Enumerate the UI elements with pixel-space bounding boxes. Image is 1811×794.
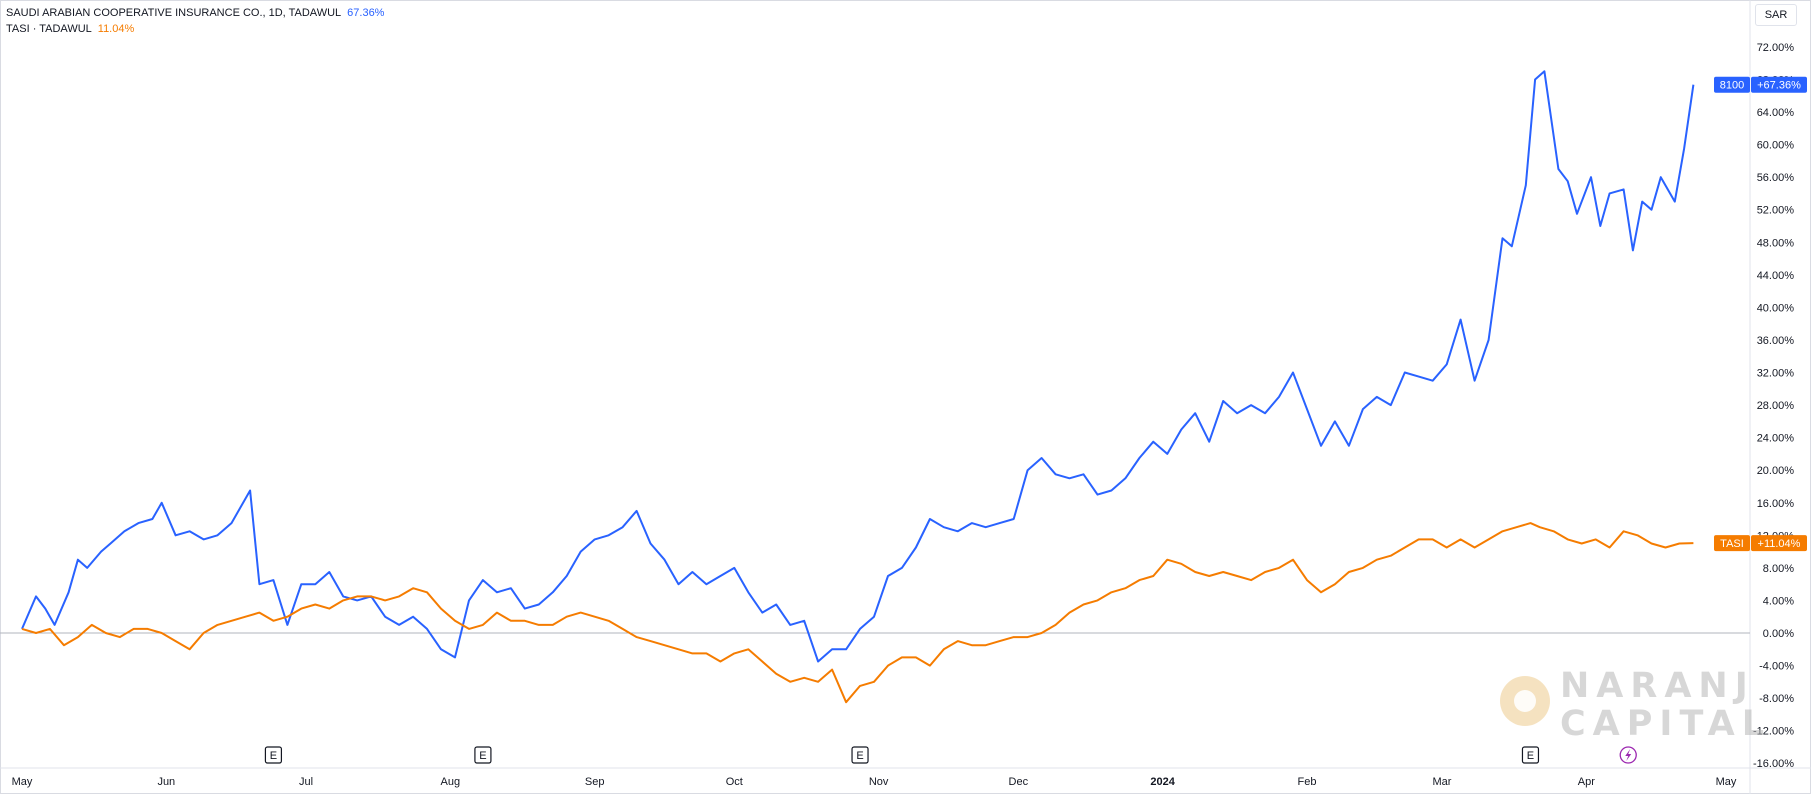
earnings-marker-box bbox=[264, 746, 283, 764]
x-tick-label: Feb bbox=[1297, 776, 1316, 788]
y-tick-label: 4.00% bbox=[1763, 595, 1794, 607]
y-tick-label: 20.00% bbox=[1757, 465, 1795, 477]
y-tick-label: 60.00% bbox=[1757, 140, 1795, 152]
legend-series-1-value: 67.36% bbox=[347, 7, 385, 19]
x-tick-label: Mar bbox=[1433, 776, 1452, 788]
watermark: NARANJ CAPITAL bbox=[1496, 666, 1764, 746]
series-line-1[interactable] bbox=[21, 70, 1695, 663]
earnings-marker-label: E bbox=[479, 750, 486, 762]
earnings-marker-label: E bbox=[856, 750, 863, 762]
earnings-marker-box bbox=[474, 746, 492, 764]
series-line-2[interactable] bbox=[21, 522, 1694, 704]
legend-series-2-value: 11.04% bbox=[97, 23, 135, 35]
earnings-marker-label: E bbox=[1527, 750, 1534, 762]
badge-value-bg-1 bbox=[1751, 76, 1807, 93]
naranj-logo-icon bbox=[1500, 676, 1550, 726]
y-tick-label: -16.00% bbox=[1753, 758, 1794, 770]
earnings-marker[interactable]: E bbox=[1521, 746, 1540, 764]
x-tick-label: Aug bbox=[441, 776, 461, 788]
badge-value-bg-2 bbox=[1751, 535, 1807, 552]
watermark-line-1: NARANJ bbox=[1560, 666, 1755, 706]
x-tick-label: Oct bbox=[726, 776, 743, 788]
legend-series-1-name: SAUDI ARABIAN COOPERATIVE INSURANCE CO.,… bbox=[6, 7, 342, 19]
x-tick-label: Nov bbox=[869, 776, 889, 788]
y-tick-label: 8.00% bbox=[1763, 563, 1794, 575]
x-tick-label: Dec bbox=[1009, 776, 1029, 788]
y-tick-label: -12.00% bbox=[1753, 726, 1794, 738]
watermark-line-2: CAPITAL bbox=[1560, 704, 1771, 744]
y-tick-label: 16.00% bbox=[1757, 498, 1795, 510]
y-tick-label: 56.00% bbox=[1757, 172, 1795, 184]
dividend-marker-bolt bbox=[1625, 749, 1632, 761]
earnings-marker-box bbox=[1521, 746, 1540, 764]
y-tick-label: -8.00% bbox=[1759, 693, 1794, 705]
currency-button[interactable]: SAR bbox=[1755, 4, 1797, 26]
x-tick-label: Sep bbox=[585, 776, 605, 788]
y-tick-label: 64.00% bbox=[1757, 107, 1795, 119]
y-tick-label: 28.00% bbox=[1757, 400, 1795, 412]
badge-symbol-1: 8100 bbox=[1720, 80, 1744, 92]
x-tick-label: Jul bbox=[299, 776, 313, 788]
x-tick-label: 2024 bbox=[1150, 776, 1175, 788]
legend-series-2-name: TASI · TADAWUL bbox=[6, 23, 92, 35]
badge-value-1: +67.36% bbox=[1757, 80, 1801, 92]
y-tick-label: 32.00% bbox=[1757, 368, 1795, 380]
badge-value-2: +11.04% bbox=[1758, 538, 1801, 550]
earnings-marker[interactable]: E bbox=[851, 746, 869, 764]
earnings-marker-label: E bbox=[270, 750, 277, 762]
lightning-icon[interactable] bbox=[1619, 746, 1637, 764]
y-tick-label: 36.00% bbox=[1757, 335, 1795, 347]
x-tick-label: May bbox=[12, 776, 33, 788]
badge-symbol-bg-1 bbox=[1714, 76, 1750, 93]
earnings-marker[interactable]: E bbox=[474, 746, 492, 764]
legend-series-2[interactable]: TASI · TADAWUL 11.04% bbox=[6, 21, 384, 37]
badge-symbol-2: TASI bbox=[1720, 538, 1744, 550]
x-tick-label: Apr bbox=[1578, 776, 1595, 788]
earnings-marker[interactable]: E bbox=[264, 746, 283, 764]
earnings-marker-box bbox=[851, 746, 869, 764]
y-tick-label: -4.00% bbox=[1759, 661, 1794, 673]
legend-series-1[interactable]: SAUDI ARABIAN COOPERATIVE INSURANCE CO.,… bbox=[6, 5, 384, 21]
y-tick-label: 24.00% bbox=[1757, 433, 1795, 445]
y-tick-label: 72.00% bbox=[1757, 42, 1795, 54]
x-tick-label: May bbox=[1716, 776, 1737, 788]
y-tick-label: 40.00% bbox=[1757, 302, 1795, 314]
y-tick-label: 44.00% bbox=[1757, 270, 1795, 282]
y-tick-label: 0.00% bbox=[1763, 628, 1794, 640]
y-tick-label: 52.00% bbox=[1757, 205, 1795, 217]
legend: SAUDI ARABIAN COOPERATIVE INSURANCE CO.,… bbox=[6, 5, 384, 37]
x-tick-label: Jun bbox=[157, 776, 175, 788]
badge-symbol-bg-2 bbox=[1714, 535, 1750, 552]
y-tick-label: 48.00% bbox=[1757, 237, 1795, 249]
